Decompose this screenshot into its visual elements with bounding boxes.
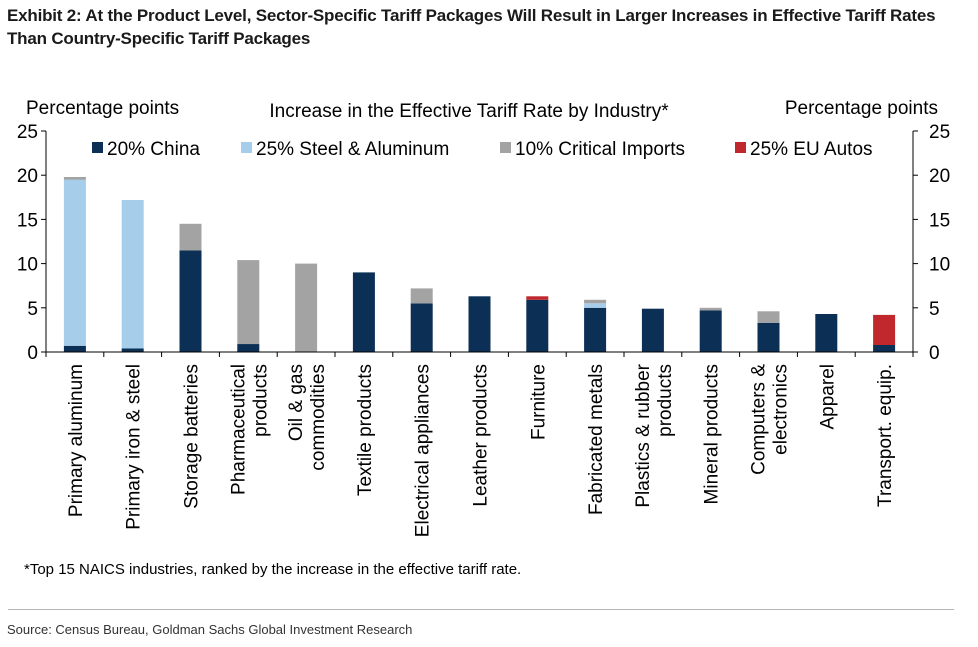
left-tick-label: 10 <box>17 255 38 276</box>
bar-segment <box>121 348 144 352</box>
bar-segment <box>468 296 491 352</box>
left-tick-label: 20 <box>17 166 38 187</box>
exhibit-title: Exhibit 2: At the Product Level, Sector-… <box>7 6 936 48</box>
legend-label: 25% Steel & Aluminum <box>256 139 449 160</box>
right-tick-label: 5 <box>929 299 940 320</box>
bar-segment <box>237 344 260 352</box>
category-label: Furniture <box>528 364 549 440</box>
bar-segment <box>526 296 549 300</box>
category-label: Pharmaceuticalproducts <box>228 364 271 495</box>
category-label: Electrical appliances <box>413 364 434 537</box>
right-tick-label: 15 <box>929 210 950 231</box>
footer-divider <box>8 609 954 610</box>
right-axis-label: Percentage points <box>785 98 938 119</box>
category-label: Primary iron & steel <box>124 364 145 530</box>
bar-segment <box>63 179 86 346</box>
source-note: Source: Census Bureau, Goldman Sachs Glo… <box>7 622 413 637</box>
right-tick-label: 10 <box>929 255 950 276</box>
category-label: Leather products <box>471 364 492 507</box>
category-label: Textile products <box>355 364 376 496</box>
left-tick-label: 0 <box>27 343 38 364</box>
bar-segment <box>526 299 549 352</box>
bar-segment <box>410 303 433 352</box>
bar-segment <box>295 263 318 352</box>
bar-segment <box>584 307 607 352</box>
category-label: Transport. equip. <box>875 364 896 507</box>
category-label: Mineral products <box>702 364 723 504</box>
legend-swatch <box>92 142 103 153</box>
bar-segment <box>179 250 202 352</box>
bar-segment <box>757 311 780 323</box>
bar-segment <box>179 223 202 251</box>
right-tick-label: 25 <box>929 122 950 143</box>
category-label: Oil & gascommodities <box>286 364 329 471</box>
category-label: Plastics & rubberproducts <box>633 363 676 507</box>
left-tick-label: 25 <box>17 122 38 143</box>
bar-segment <box>699 307 722 311</box>
bar-segment <box>815 314 838 352</box>
right-tick-label: 0 <box>929 343 940 364</box>
bar-segment <box>641 308 664 352</box>
bar-segment <box>352 272 375 352</box>
left-tick-label: 5 <box>27 299 38 320</box>
bar-segment <box>584 303 607 308</box>
category-label: Computers &electronics <box>749 364 792 475</box>
right-tick-label: 20 <box>929 166 950 187</box>
bar-segment <box>121 200 144 349</box>
legend-swatch <box>735 142 746 153</box>
legend-label: 25% EU Autos <box>750 139 873 160</box>
legend-swatch <box>241 142 252 153</box>
bar-segment <box>873 344 896 352</box>
bar-segment <box>63 345 86 352</box>
category-label: Fabricated metals <box>586 364 607 515</box>
category-label: Apparel <box>817 364 838 430</box>
legend-swatch <box>500 142 511 153</box>
legend-label: 20% China <box>107 139 200 160</box>
category-label: Primary aluminum <box>66 364 87 517</box>
legend-label: 10% Critical Imports <box>515 139 685 160</box>
stacked-bar-chart: Increase in the Effective Tariff Rate by… <box>17 98 950 578</box>
bar-segment <box>873 314 896 345</box>
bar-segment <box>410 288 433 304</box>
left-axis-label: Percentage points <box>26 98 179 119</box>
bar-segment <box>757 322 780 352</box>
bar-segment <box>237 260 260 345</box>
chart-title: Increase in the Effective Tariff Rate by… <box>269 101 669 122</box>
bar-segment <box>699 310 722 352</box>
category-label: Storage batteries <box>182 364 203 509</box>
left-tick-label: 15 <box>17 210 38 231</box>
bar-segment <box>63 177 86 180</box>
bar-segment <box>584 299 607 304</box>
chart-footnote: *Top 15 NAICS industries, ranked by the … <box>24 561 521 578</box>
